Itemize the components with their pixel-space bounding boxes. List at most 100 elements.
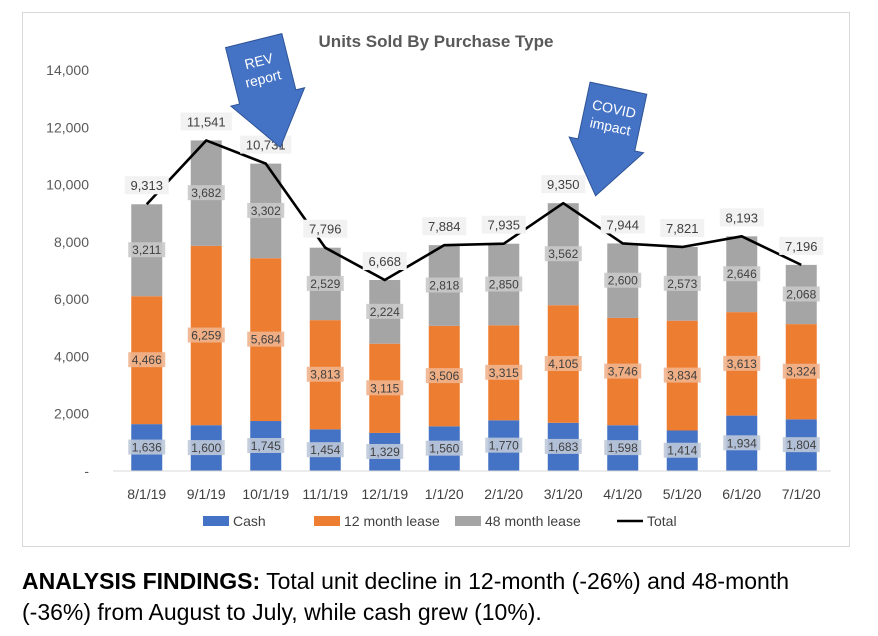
data-label: 2,600 — [608, 274, 638, 288]
legend-label: 48 month lease — [485, 513, 581, 529]
data-label: 1,745 — [251, 439, 281, 453]
data-label-bg — [782, 437, 820, 453]
data-label: 3,211 — [132, 243, 161, 257]
data-label: 2,529 — [310, 277, 340, 291]
data-label-bg — [306, 442, 344, 458]
data-label-bg — [366, 303, 404, 319]
data-label-bg — [663, 275, 701, 291]
total-label-bg — [124, 176, 169, 195]
data-label: 3,506 — [429, 369, 459, 383]
data-label-bg — [485, 276, 523, 292]
total-data-label: 7,884 — [428, 219, 461, 234]
x-tick-label: 2/1/20 — [484, 486, 523, 502]
data-label-bg — [604, 363, 642, 379]
data-label: 1,454 — [310, 443, 340, 457]
y-tick-label: 4,000 — [54, 348, 89, 364]
x-tick-label: 10/1/19 — [242, 486, 289, 502]
total-data-label: 7,944 — [606, 217, 639, 232]
bars: 1,636 4,466 3,211 1,600 6,259 3,682 1,745 5,684… — [128, 140, 820, 471]
x-tick-label: 7/1/20 — [782, 486, 821, 502]
data-label: 1,683 — [548, 440, 578, 454]
data-label-bg — [247, 331, 285, 347]
data-label: 2,068 — [786, 288, 816, 302]
legend-swatch — [314, 516, 340, 526]
x-tick-label: 9/1/19 — [187, 486, 226, 502]
data-label-bg — [187, 440, 225, 456]
total-label-bg — [422, 217, 467, 236]
total-label-bg — [779, 236, 824, 255]
data-label: 6,259 — [191, 329, 221, 343]
total-data-label: 7,796 — [309, 222, 342, 237]
data-label-bg — [425, 440, 463, 456]
data-label: 1,600 — [191, 441, 221, 455]
annotation-arrow-shape — [224, 33, 306, 149]
data-label-bg — [247, 202, 285, 218]
data-label-bg — [782, 286, 820, 302]
data-label-bg — [723, 435, 761, 451]
data-label: 4,466 — [132, 353, 162, 367]
data-label-bg — [425, 277, 463, 293]
data-label: 2,573 — [667, 277, 697, 291]
x-tick-label: 12/1/19 — [361, 486, 408, 502]
legend-swatch — [455, 516, 481, 526]
legend-swatch — [203, 516, 229, 526]
total-label-bg — [719, 208, 764, 227]
data-label: 2,818 — [429, 279, 459, 293]
total-label-bg — [303, 219, 348, 238]
total-data-label: 9,350 — [547, 177, 580, 192]
data-label-bg — [544, 356, 582, 372]
data-label: 1,414 — [667, 444, 697, 458]
data-label-bg — [723, 266, 761, 282]
data-label-bg — [128, 352, 166, 368]
x-tick-label: 6/1/20 — [722, 486, 761, 502]
data-label: 3,813 — [310, 368, 340, 382]
data-label: 2,646 — [727, 267, 757, 281]
data-label-bg — [723, 355, 761, 371]
data-label-bg — [604, 440, 642, 456]
total-data-label: 7,935 — [487, 218, 520, 233]
y-tick-label: 12,000 — [46, 119, 89, 135]
data-label: 1,598 — [608, 441, 638, 455]
data-label: 3,746 — [608, 365, 638, 379]
data-label: 3,302 — [251, 204, 281, 218]
y-tick-label: 8,000 — [54, 234, 89, 250]
x-tick-label: 1/1/20 — [425, 486, 464, 502]
data-label-bg — [366, 380, 404, 396]
legend-label: Cash — [233, 513, 266, 529]
data-label: 3,562 — [548, 247, 578, 261]
data-label-bg — [306, 275, 344, 291]
x-tick-label: 4/1/20 — [603, 486, 642, 502]
data-label-bg — [544, 438, 582, 454]
data-label: 3,115 — [370, 381, 399, 395]
data-label-bg — [187, 185, 225, 201]
y-tick-label: 10,000 — [46, 177, 89, 193]
data-label-bg — [425, 368, 463, 384]
total-label-bg — [541, 175, 586, 194]
total-label-bg — [180, 112, 232, 131]
y-tick-label: 14,000 — [46, 62, 89, 78]
data-label: 2,850 — [489, 278, 519, 292]
data-label-bg — [366, 443, 404, 459]
data-label-bg — [544, 246, 582, 262]
chart-svg: Units Sold By Purchase Type - 2,000 4,000 6… — [46, 32, 831, 529]
y-tick-label: 6,000 — [54, 291, 89, 307]
y-tick-label: - — [84, 463, 89, 479]
x-axis: 8/1/19 9/1/19 10/1/19 11/1/19 12/1/19 1/1/20 2… — [113, 470, 831, 502]
data-label-bg — [128, 242, 166, 258]
data-label-bg — [485, 437, 523, 453]
data-label-bg — [247, 438, 285, 454]
total-label-bg — [660, 218, 705, 237]
total-label-bg — [362, 252, 407, 271]
data-label: 1,934 — [727, 436, 757, 450]
data-label: 4,105 — [548, 357, 578, 371]
data-label-bg — [663, 367, 701, 383]
legend-label: 12 month lease — [344, 513, 440, 529]
data-label-bg — [485, 364, 523, 380]
total-data-label: 9,313 — [130, 178, 163, 193]
data-label: 1,770 — [489, 439, 519, 453]
data-label: 3,324 — [786, 365, 816, 379]
x-tick-label: 3/1/20 — [544, 486, 583, 502]
